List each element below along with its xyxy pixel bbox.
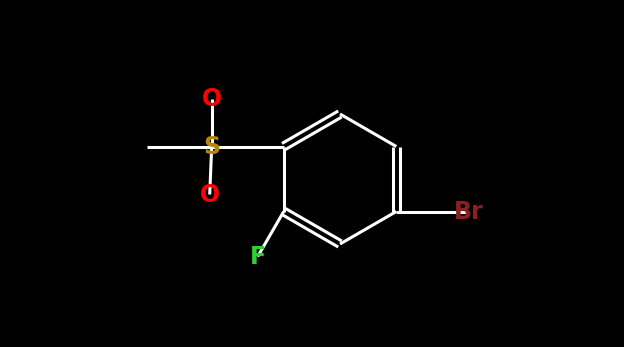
- Text: S: S: [203, 135, 220, 159]
- Text: O: O: [200, 183, 220, 206]
- Text: F: F: [250, 245, 266, 269]
- Text: O: O: [202, 86, 222, 110]
- Text: Br: Br: [454, 200, 483, 223]
